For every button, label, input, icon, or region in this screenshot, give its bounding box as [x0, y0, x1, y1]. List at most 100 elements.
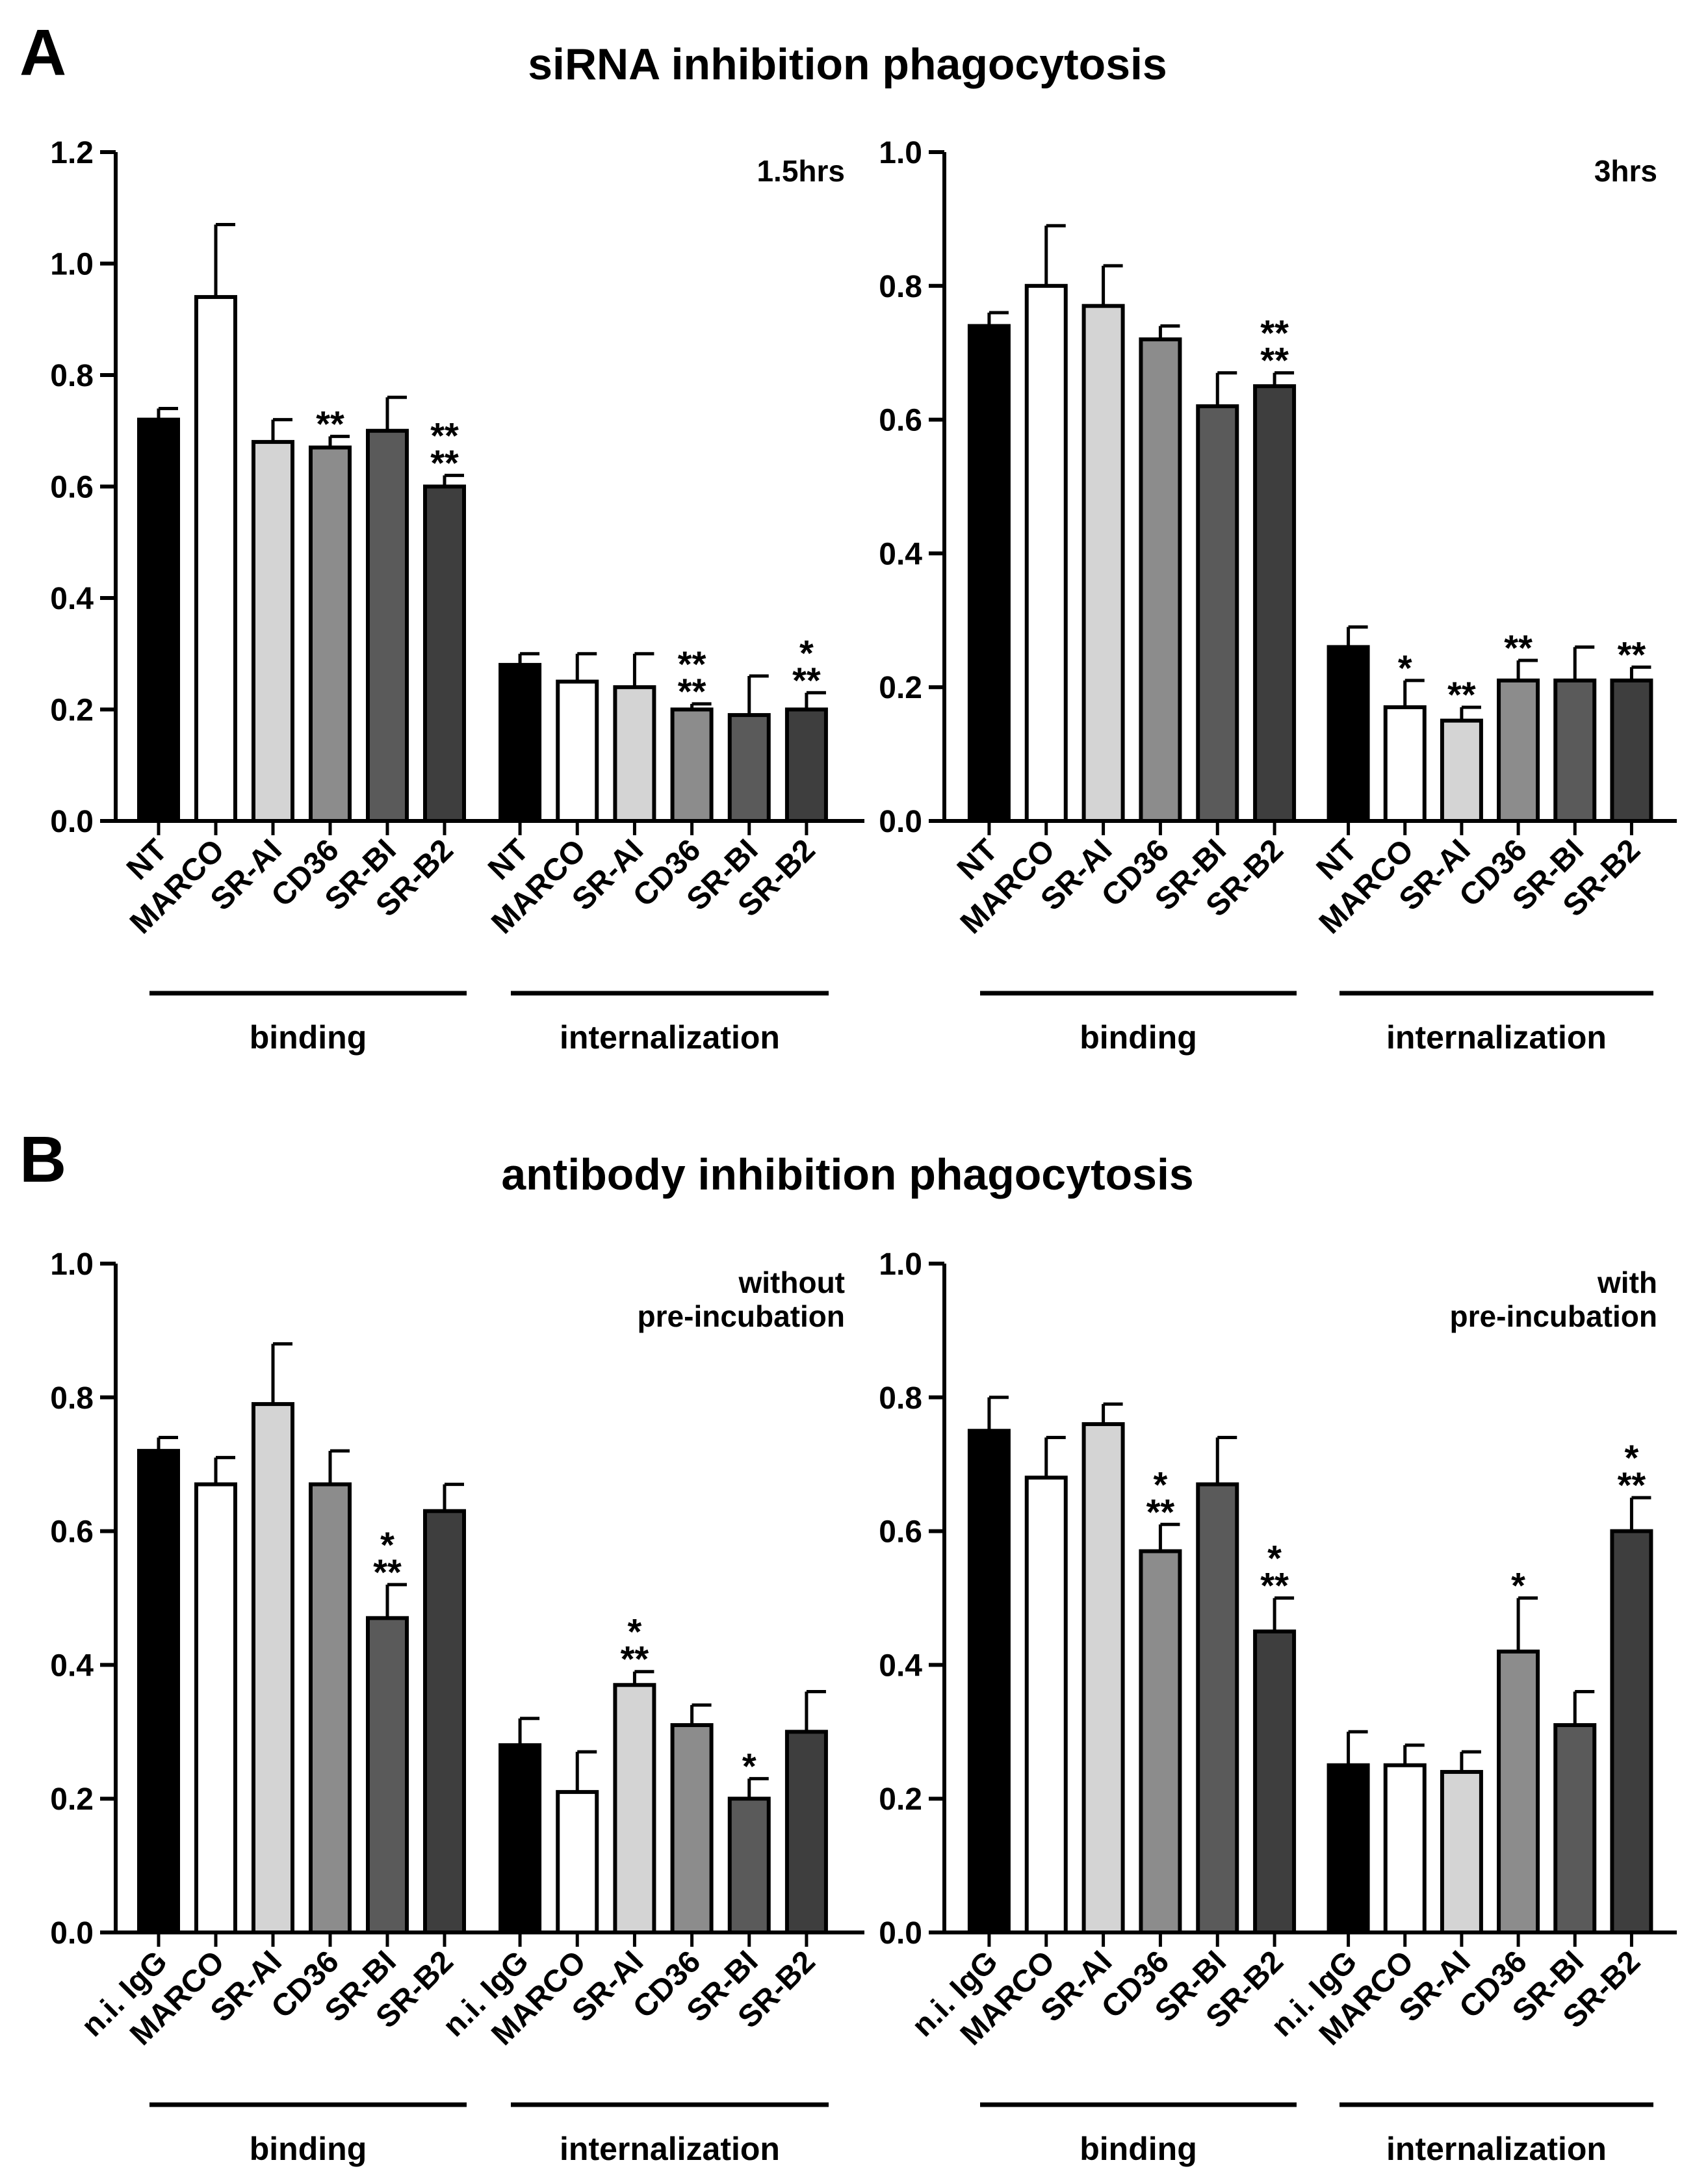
y-tick-label: 1.2 — [50, 136, 94, 170]
group-label-binding: binding — [250, 2131, 367, 2167]
y-tick-label: 0.0 — [879, 805, 922, 839]
bar-cd36 — [670, 1723, 714, 1934]
significance-stars: ** — [430, 442, 459, 483]
corner-label: with — [1597, 1266, 1657, 1299]
y-tick-label: 0.2 — [879, 671, 922, 705]
bar-nt — [498, 662, 542, 824]
y-tick-label: 1.0 — [50, 1247, 94, 1282]
bar-nt — [137, 417, 180, 823]
chart-1: 0.00.20.40.60.81.01.21.5hrsNTMARCOSR-AIC… — [50, 136, 864, 1056]
significance-stars: ** — [1504, 627, 1533, 668]
bar-sr-ai — [1081, 304, 1125, 824]
bar-marco — [194, 1482, 237, 1935]
significance-stars: ** — [1260, 1565, 1289, 1606]
y-tick-label: 0.8 — [50, 1381, 94, 1416]
significance-stars: * — [1625, 1437, 1639, 1478]
significance-stars: ** — [1146, 1491, 1175, 1532]
corner-label: pre-incubation — [1450, 1299, 1657, 1333]
significance-stars: ** — [1618, 1464, 1646, 1505]
bar-sr-bi — [1196, 1482, 1239, 1935]
significance-stars: ** — [1618, 634, 1646, 675]
y-tick-label: 0.4 — [50, 582, 94, 616]
bar-sr-b2 — [1610, 678, 1653, 824]
bar-sr-ai — [1081, 1422, 1125, 1934]
significance-stars: ** — [1260, 313, 1289, 354]
significance-stars: * — [1398, 647, 1412, 688]
y-tick-label: 0.4 — [879, 537, 922, 571]
significance-stars: * — [1267, 1538, 1282, 1579]
significance-stars: ** — [1260, 340, 1289, 381]
chart-3: 0.00.20.40.60.81.0withoutpre-incubationn… — [50, 1247, 864, 2167]
bar-marco — [1383, 705, 1427, 823]
group-label-internalization: internalization — [560, 2131, 780, 2167]
group-label-binding: binding — [250, 1019, 367, 1056]
corner-label: without — [738, 1266, 846, 1299]
significance-stars: * — [628, 1611, 642, 1652]
bar-sr-ai — [1440, 1770, 1483, 1935]
significance-stars: * — [799, 632, 814, 673]
y-tick-label: 0.0 — [50, 805, 94, 839]
y-tick-label: 0.6 — [50, 1515, 94, 1550]
bar-marco — [556, 679, 599, 823]
y-tick-label: 0.8 — [879, 1381, 922, 1416]
bar-sr-ai — [252, 439, 294, 823]
bar-sr-bi — [1196, 404, 1239, 823]
bar-sr-b2 — [1253, 1629, 1297, 1934]
bar-cd36 — [1497, 678, 1540, 824]
bar-marco — [1383, 1763, 1427, 1934]
group-label-binding: binding — [1080, 2131, 1197, 2167]
significance-stars: ** — [430, 415, 459, 456]
significance-stars: * — [1511, 1565, 1525, 1606]
panel-letter-b: B — [19, 1123, 66, 1196]
corner-label: 3hrs — [1594, 154, 1657, 188]
bar-sr-ai — [252, 1402, 294, 1935]
bar-sr-b2 — [1253, 384, 1297, 823]
y-tick-label: 0.4 — [879, 1648, 922, 1683]
significance-stars: ** — [316, 403, 344, 444]
chart-4: 0.00.20.40.60.81.0withpre-incubationn.i.… — [879, 1247, 1677, 2167]
significance-stars: * — [742, 1745, 757, 1786]
y-tick-label: 0.2 — [50, 1782, 94, 1817]
y-tick-label: 0.0 — [879, 1916, 922, 1951]
bar-sr-b2 — [784, 707, 828, 823]
y-tick-label: 0.8 — [879, 270, 922, 304]
group-label-internalization: internalization — [1386, 1019, 1607, 1056]
bar-marco — [556, 1789, 599, 1934]
bar-sr-b2 — [784, 1730, 828, 1935]
group-label-internalization: internalization — [560, 1019, 780, 1056]
bar-nt — [967, 324, 1011, 824]
y-tick-label: 1.0 — [879, 1247, 922, 1282]
bar-marco — [1024, 1476, 1068, 1934]
group-label-internalization: internalization — [1386, 2131, 1607, 2167]
bar-cd36 — [1139, 1549, 1182, 1934]
significance-stars: ** — [678, 644, 706, 684]
panel-title-a: siRNA inhibition phagocytosis — [528, 40, 1167, 89]
y-tick-label: 0.2 — [50, 694, 94, 728]
bar-sr-bi — [1553, 1723, 1597, 1934]
chart-2: 0.00.20.40.60.81.03hrsNTMARCOSR-AICD36SR… — [879, 136, 1677, 1056]
significance-stars: ** — [792, 660, 821, 701]
corner-label: 1.5hrs — [757, 154, 845, 188]
y-tick-label: 1.0 — [50, 248, 94, 282]
bar-sr-bi — [1553, 678, 1597, 824]
panel-title-b: antibody inhibition phagocytosis — [501, 1150, 1193, 1199]
bar-n-i-igg — [137, 1449, 180, 1935]
y-tick-label: 0.8 — [50, 359, 94, 393]
bar-marco — [194, 294, 237, 823]
bar-sr-ai — [1440, 718, 1483, 824]
significance-stars: ** — [621, 1639, 649, 1680]
y-tick-label: 0.6 — [879, 1515, 922, 1550]
bar-sr-b2 — [423, 1509, 466, 1934]
y-tick-label: 0.2 — [879, 1782, 922, 1817]
bar-sr-bi — [727, 1797, 771, 1934]
bar-n-i-igg — [1326, 1763, 1370, 1934]
y-tick-label: 0.6 — [879, 404, 922, 438]
significance-stars: * — [380, 1524, 395, 1565]
bar-cd36 — [670, 707, 714, 823]
panel-letter-a: A — [19, 16, 66, 89]
bar-sr-bi — [366, 428, 409, 823]
group-label-binding: binding — [1080, 1019, 1197, 1056]
significance-stars: * — [1154, 1464, 1168, 1505]
significance-stars: ** — [373, 1552, 402, 1592]
